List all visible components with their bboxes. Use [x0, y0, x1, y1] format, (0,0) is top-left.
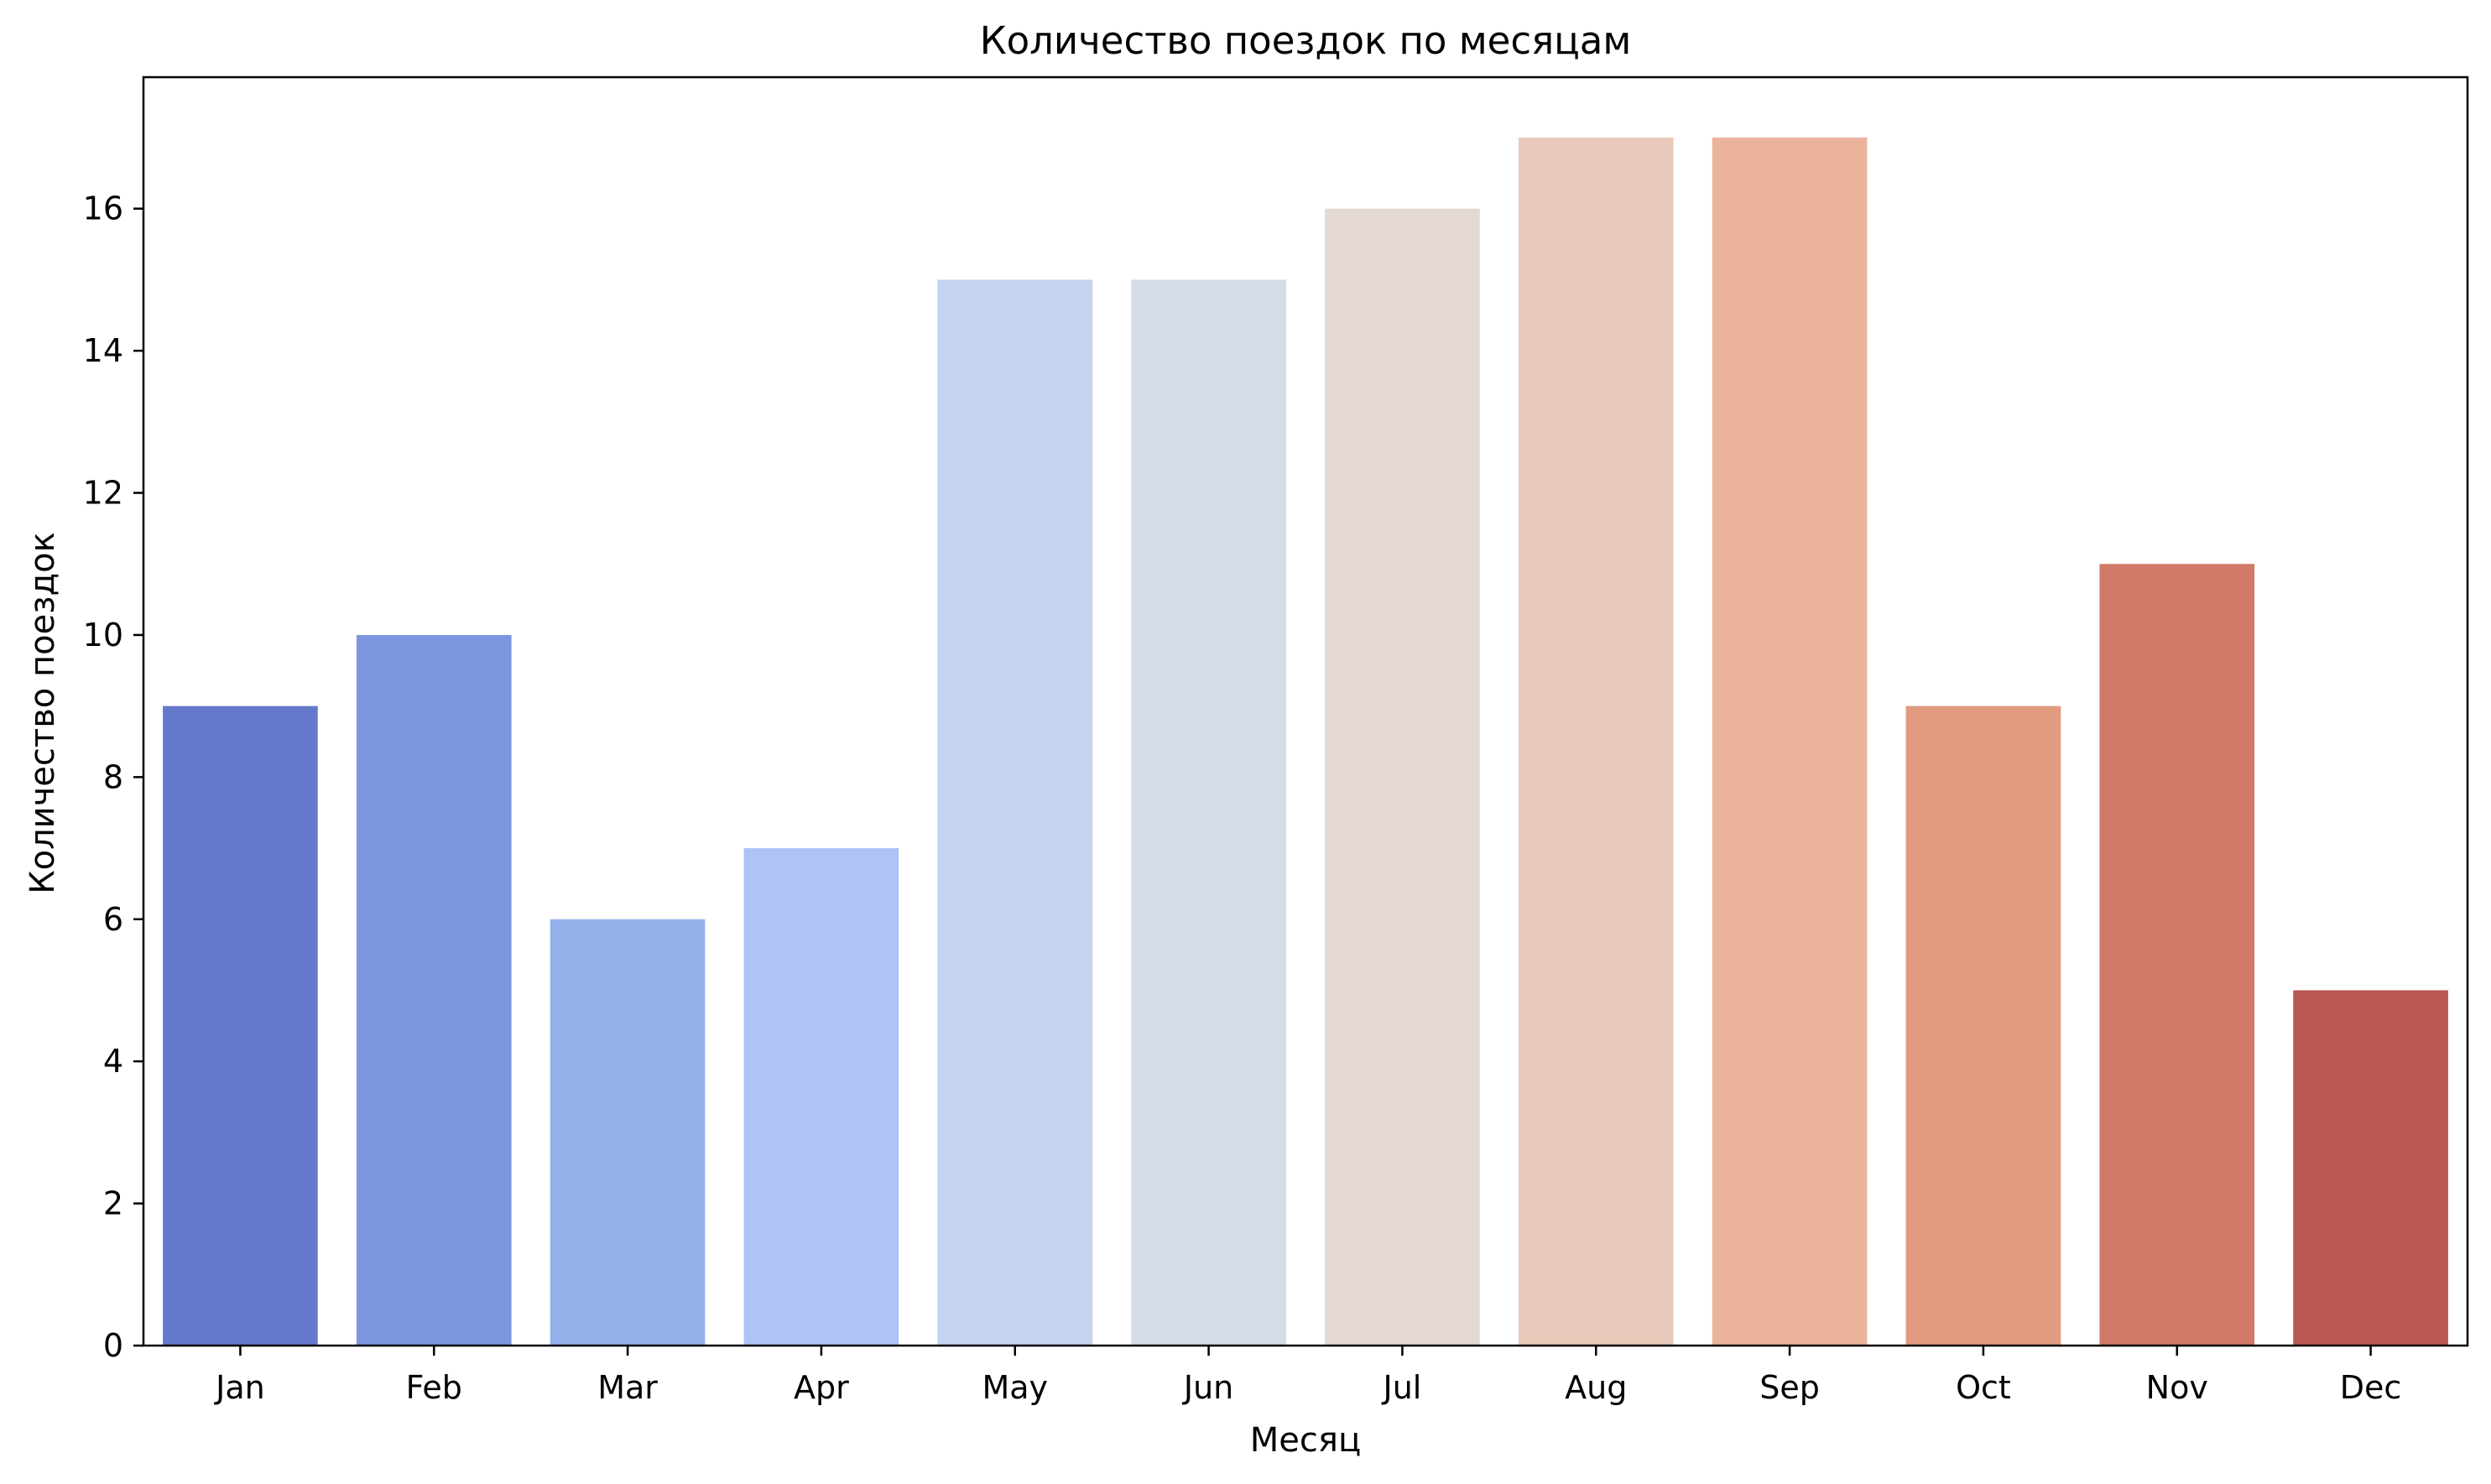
x-tick-label: Jan: [214, 1369, 265, 1406]
bar-apr: [743, 848, 899, 1346]
x-tick-label: Jul: [1381, 1369, 1421, 1406]
x-axis: Jan Feb Mar Apr May Jun Jul Aug Sep Oct Nov Dec: [214, 1346, 2401, 1406]
y-axis: 0 2 4 6 8 10 12 14 16: [83, 190, 143, 1364]
x-axis-title: Месяц: [1250, 1421, 1361, 1460]
y-tick-label: 4: [103, 1043, 123, 1080]
x-tick-label: Apr: [794, 1369, 849, 1406]
bar-dec: [2293, 990, 2448, 1346]
bar-jun: [1131, 279, 1286, 1346]
y-tick-label: 8: [103, 758, 123, 795]
bar-sep: [1712, 138, 1868, 1346]
chart-title: Количество поездок по месяцам: [980, 18, 1632, 63]
y-tick-label: 2: [103, 1185, 123, 1222]
x-tick-label: Mar: [597, 1369, 658, 1406]
bar-feb: [356, 634, 512, 1346]
x-tick-label: Oct: [1956, 1369, 2011, 1406]
x-tick-label: Jun: [1182, 1369, 1233, 1406]
y-tick-label: 6: [103, 901, 123, 938]
x-tick-label: Aug: [1565, 1369, 1627, 1406]
x-tick-label: Dec: [2340, 1369, 2402, 1406]
bar-jul: [1325, 208, 1480, 1346]
bar-oct: [1905, 706, 2061, 1346]
plot-frame: [142, 76, 2469, 1347]
x-tick-label: Feb: [406, 1369, 462, 1406]
y-tick-label: 14: [83, 332, 123, 369]
x-tick-label: Nov: [2146, 1369, 2208, 1406]
bar-nov: [2099, 564, 2255, 1346]
x-tick-label: May: [982, 1369, 1048, 1406]
y-tick-label: 12: [83, 475, 123, 512]
bar-may: [937, 279, 1093, 1346]
y-tick-label: 0: [103, 1327, 123, 1364]
y-axis-title: Количество поездок: [23, 532, 62, 894]
y-tick-label: 10: [83, 617, 123, 653]
y-tick-label: 16: [83, 190, 123, 227]
bar-mar: [550, 919, 706, 1346]
bar-aug: [1518, 138, 1674, 1346]
bar-jan: [163, 706, 318, 1346]
x-tick-label: Sep: [1759, 1369, 1820, 1406]
bars-group: [163, 138, 2448, 1346]
